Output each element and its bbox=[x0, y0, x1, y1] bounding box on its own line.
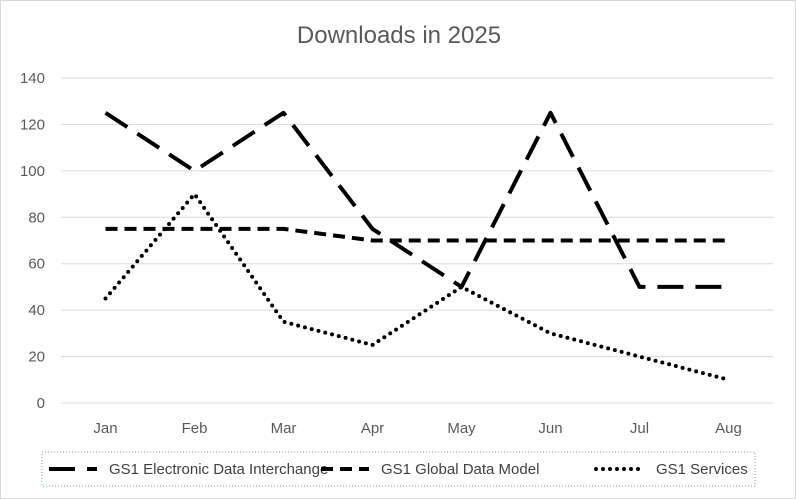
y-tick-label: 40 bbox=[28, 302, 45, 319]
legend-label-3: GS1 Services bbox=[656, 461, 748, 478]
y-axis-ticks: 0 20 40 60 80 100 120 140 bbox=[20, 70, 45, 412]
legend-label-2: GS1 Global Data Model bbox=[381, 461, 539, 478]
y-tick-label: 140 bbox=[20, 70, 45, 87]
y-tick-label: 100 bbox=[20, 163, 45, 180]
legend: GS1 Electronic Data Interchange GS1 Globa… bbox=[41, 451, 756, 487]
x-tick-label: May bbox=[447, 420, 476, 437]
x-axis-ticks: Jan Feb Mar Apr May Jun Jul Aug bbox=[93, 420, 741, 437]
series-line-2 bbox=[105, 226, 729, 243]
series-lines bbox=[103, 110, 731, 382]
x-tick-label: Apr bbox=[361, 420, 384, 437]
y-tick-label: 60 bbox=[28, 256, 45, 273]
x-tick-label: Aug bbox=[715, 420, 742, 437]
series-line-1 bbox=[104, 110, 729, 289]
legend-box bbox=[41, 451, 756, 487]
y-tick-label: 120 bbox=[20, 116, 45, 133]
y-tick-label: 0 bbox=[37, 395, 45, 412]
series-line-3 bbox=[103, 192, 731, 382]
legend-label-1: GS1 Electronic Data Interchange bbox=[109, 461, 328, 478]
x-tick-label: Feb bbox=[182, 420, 208, 437]
x-tick-label: Jun bbox=[538, 420, 562, 437]
x-tick-label: Mar bbox=[271, 420, 297, 437]
y-tick-label: 20 bbox=[28, 349, 45, 366]
x-tick-label: Jan bbox=[93, 420, 117, 437]
x-tick-label: Jul bbox=[630, 420, 649, 437]
y-tick-label: 80 bbox=[28, 209, 45, 226]
chart-title: Downloads in 2025 bbox=[297, 22, 501, 49]
gridlines bbox=[61, 77, 773, 404]
